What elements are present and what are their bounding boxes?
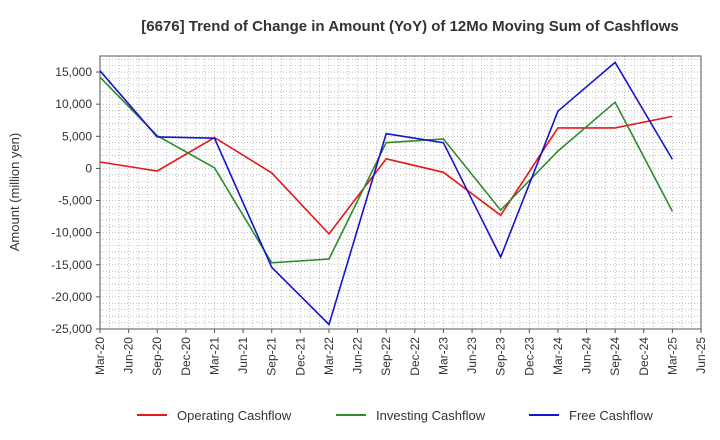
x-tick-label: Sep-23 — [494, 337, 508, 376]
x-tick-label: Dec-23 — [522, 337, 536, 376]
y-tick-label: 5,000 — [62, 129, 92, 143]
x-tick-label: Sep-24 — [608, 337, 622, 376]
x-tick-label: Mar-24 — [551, 337, 565, 375]
x-tick-label: Mar-22 — [322, 337, 336, 375]
legend-label-investing-cashflow: Investing Cashflow — [376, 408, 486, 423]
x-tick-label: Dec-24 — [637, 337, 651, 376]
x-tick-label: Mar-20 — [93, 337, 107, 375]
series-line-operating-cashflow — [99, 115, 673, 236]
y-tick-label: -25,000 — [51, 322, 92, 336]
y-tick-label: 0 — [85, 161, 92, 175]
grid-lines — [100, 56, 701, 329]
y-tick-label: 10,000 — [55, 97, 92, 111]
y-tick-label: -10,000 — [51, 226, 92, 240]
y-tick-labels: 15,000 10,000 5,000 0 -5,000 -10,000 -15,000 -2… — [51, 65, 100, 336]
series-line-free-cashflow — [99, 61, 674, 327]
x-tick-label: Dec-20 — [179, 337, 193, 376]
y-axis-label: Amount (million yen) — [7, 133, 22, 252]
x-tick-label: Jun-22 — [351, 337, 365, 374]
y-tick-label: -15,000 — [51, 258, 92, 272]
x-tick-label: Jun-24 — [580, 337, 594, 374]
x-tick-label: Mar-23 — [436, 337, 450, 375]
legend: Operating Cashflow Investing Cashflow Free… — [137, 408, 653, 423]
x-tick-label: Sep-20 — [150, 337, 164, 376]
y-tick-label: 15,000 — [55, 65, 92, 79]
legend-label-operating-cashflow: Operating Cashflow — [177, 408, 292, 423]
series-lines — [99, 61, 674, 327]
x-tick-label: Jun-21 — [236, 337, 250, 374]
x-tick-label: Jun-23 — [465, 337, 479, 374]
x-tick-label: Mar-21 — [207, 337, 221, 375]
x-tick-label: Dec-21 — [293, 337, 307, 376]
y-tick-label: -5,000 — [58, 194, 92, 208]
legend-label-free-cashflow: Free Cashflow — [569, 408, 653, 423]
series-line-investing-cashflow — [99, 76, 674, 264]
x-tick-label: Sep-21 — [265, 337, 279, 376]
x-tick-labels: Mar-20 Jun-20 Sep-20 Dec-20 Mar-21 Jun-21 Sep-… — [93, 329, 708, 376]
x-tick-label: Mar-25 — [665, 337, 679, 375]
y-tick-label: -20,000 — [51, 290, 92, 304]
x-tick-label: Jun-20 — [122, 337, 136, 374]
x-tick-label: Jun-25 — [694, 337, 708, 374]
x-tick-label: Dec-22 — [408, 337, 422, 376]
x-tick-label: Sep-22 — [379, 337, 393, 376]
chart-title: [6676] Trend of Change in Amount (YoY) o… — [141, 18, 679, 35]
plot-frame — [99, 55, 702, 330]
